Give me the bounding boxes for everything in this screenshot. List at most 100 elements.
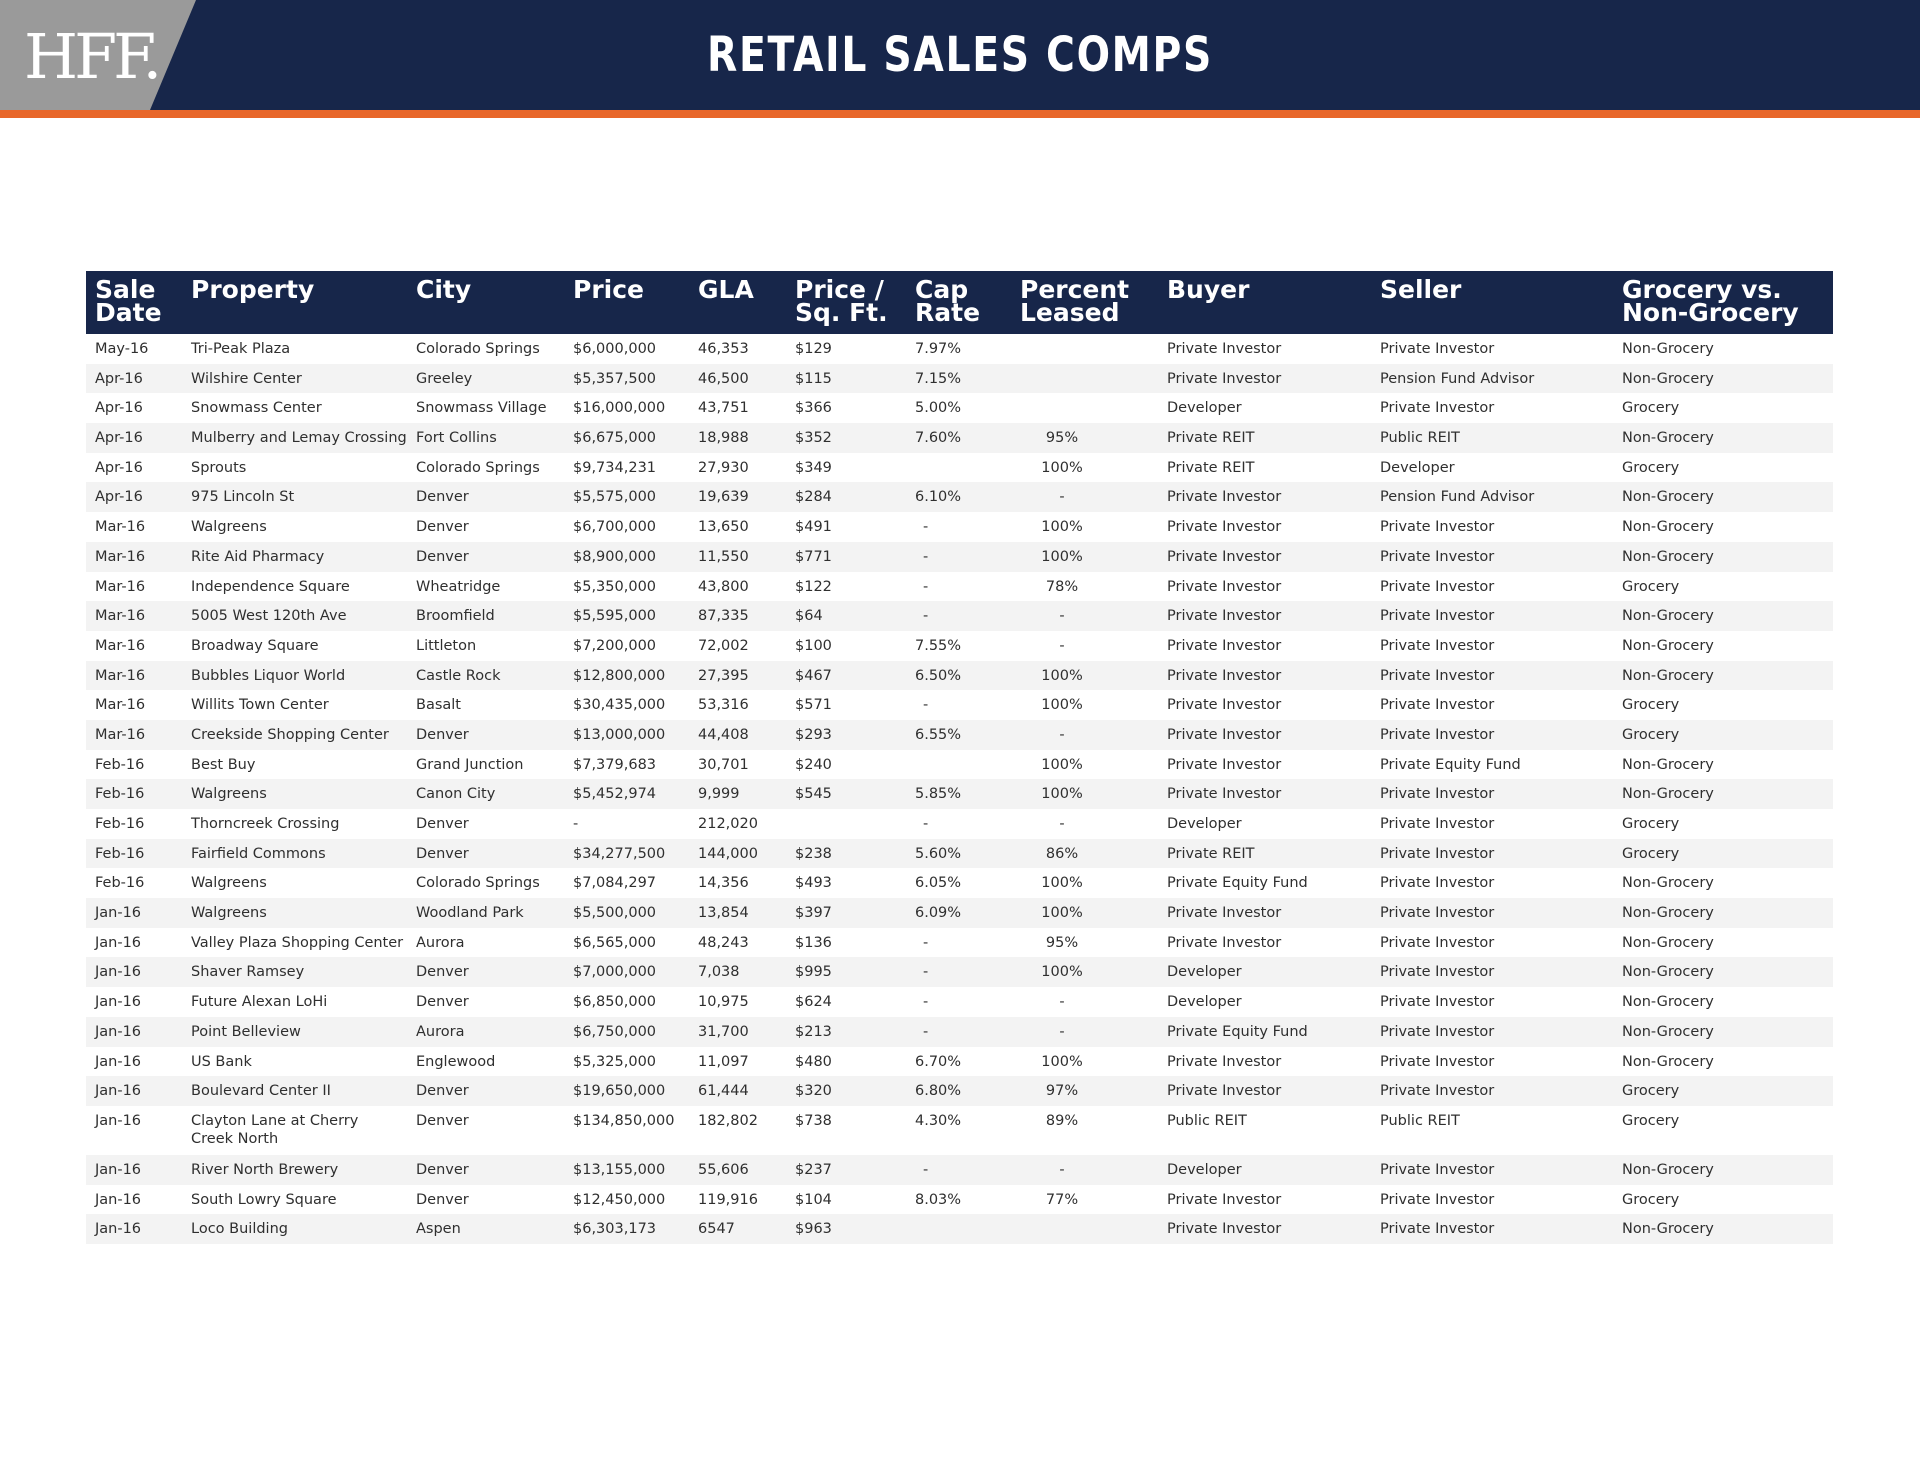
cell-price: $5,575,000 (573, 489, 657, 506)
header-buyer: Buyer (1167, 275, 1250, 304)
cell-percent-leased: - (1059, 489, 1065, 506)
cell-percent-leased: 100% (1041, 548, 1083, 565)
cell-grocery-type: Non-Grocery (1622, 905, 1714, 922)
cell-cap-rate: 5.60% (915, 845, 962, 862)
cell-sale-date: May-16 (95, 341, 149, 357)
cell-percent-leased: 100% (1041, 1053, 1083, 1070)
cell-price: $7,000,000 (573, 964, 657, 981)
cell-buyer: Private Investor (1167, 1191, 1282, 1208)
cell-seller: Private Investor (1380, 578, 1495, 595)
table-row: Jan-16 River North Brewery Denver $13,155,0… (86, 1154, 1833, 1185)
table-row: Feb-16 Fairfield Commons Denver $34,277,500… (86, 838, 1833, 869)
cell-grocery-type: Non-Grocery (1622, 1161, 1714, 1178)
cell-price-per-sqft: $491 (795, 519, 832, 536)
cell-cap-rate: - (923, 934, 929, 951)
cell-seller: Private Investor (1380, 667, 1495, 684)
cell-property: Rite Aid Pharmacy (191, 548, 325, 565)
cell-city: Littleton (416, 637, 477, 654)
table-row: Mar-16 Creekside Shopping Center Denver $13… (86, 719, 1833, 750)
cell-gla: 182,802 (698, 1112, 758, 1129)
cell-percent-leased: 97% (1045, 1083, 1079, 1100)
cell-buyer: Private Investor (1167, 578, 1282, 595)
cell-grocery-type: Non-Grocery (1622, 1221, 1714, 1238)
cell-property: River North Brewery (191, 1161, 339, 1178)
cell-price: $5,595,000 (573, 608, 657, 625)
cell-price: $19,650,000 (573, 1083, 666, 1100)
cell-price-per-sqft: $64 (795, 608, 823, 625)
cell-price: $5,452,974 (573, 786, 657, 803)
cell-price-per-sqft: $293 (795, 726, 832, 743)
table-row: Jan-16 Loco Building Aspen $6,303,173 6547 $9… (86, 1214, 1833, 1244)
cell-seller: Private Investor (1380, 1161, 1495, 1178)
cell-price: $13,155,000 (573, 1161, 666, 1178)
cell-seller: Private Investor (1380, 697, 1495, 714)
cell-price: $6,000,000 (573, 341, 657, 357)
table-row: Jan-16 Valley Plaza Shopping Center Aurora… (86, 927, 1833, 958)
cell-gla: 31,700 (698, 1023, 749, 1040)
cell-cap-rate: 6.10% (915, 489, 962, 506)
cell-city: Denver (416, 548, 469, 565)
cell-buyer: Private Equity Fund (1167, 875, 1308, 892)
cell-gla: 144,000 (698, 845, 758, 862)
cell-price-per-sqft: $545 (795, 786, 832, 803)
table-row: Jan-16 Point Belleview Aurora $6,750,000 31,… (86, 1016, 1833, 1047)
cell-seller: Private Investor (1380, 905, 1495, 922)
cell-seller: Private Equity Fund (1380, 756, 1521, 773)
cell-seller: Private Investor (1380, 400, 1495, 417)
cell-buyer: Private Investor (1167, 934, 1282, 951)
cell-gla: 48,243 (698, 934, 749, 951)
cell-percent-leased: 78% (1045, 578, 1079, 595)
table-row: Mar-16 Rite Aid Pharmacy Denver $8,900,000 1… (86, 541, 1833, 572)
cell-price: $30,435,000 (573, 697, 666, 714)
cell-percent-leased: - (1059, 1161, 1065, 1178)
cell-price: $7,200,000 (573, 637, 657, 654)
cell-sale-date: Feb-16 (95, 816, 145, 832)
cell-city: Denver (416, 845, 469, 862)
cell-price-per-sqft: $349 (795, 459, 832, 476)
cell-city: Broomfield (416, 608, 495, 625)
cell-price-per-sqft: $100 (795, 637, 832, 654)
cell-sale-date: Apr-16 (95, 459, 143, 476)
cell-price-per-sqft: $129 (795, 341, 832, 357)
cell-cap-rate: 6.50% (915, 667, 962, 684)
cell-percent-leased: 100% (1041, 697, 1083, 714)
cell-sale-date: Mar-16 (95, 637, 146, 654)
table-body: May-16 Tri-Peak Plaza Colorado Springs $6,0… (86, 334, 1833, 1244)
cell-grocery-type: Grocery (1622, 1083, 1680, 1100)
cell-seller: Private Investor (1380, 1023, 1495, 1040)
cell-buyer: Private Investor (1167, 756, 1282, 773)
cell-gla: 27,930 (698, 459, 749, 476)
cell-gla: 119,916 (698, 1191, 758, 1208)
table-row: Jan-16 South Lowry Square Denver $12,450,00… (86, 1184, 1833, 1215)
table-row: Apr-16 Wilshire Center Greeley $5,357,500 46… (86, 363, 1833, 394)
cell-percent-leased: 100% (1041, 905, 1083, 922)
cell-sale-date: Jan-16 (95, 1053, 142, 1070)
cell-buyer: Private Investor (1167, 548, 1282, 565)
cell-city: Denver (416, 519, 469, 536)
cell-price-per-sqft: $366 (795, 400, 832, 417)
header-seller: Seller (1380, 275, 1462, 304)
cell-grocery-type: Grocery (1622, 845, 1680, 862)
table-row: Feb-16 Thorncreek Crossing Denver - 212,020 -… (86, 809, 1833, 839)
cell-property: Walgreens (191, 519, 267, 536)
cell-city: Denver (416, 726, 469, 743)
table-row: Mar-16 5005 West 120th Ave Broomfield $5,59… (86, 601, 1833, 631)
cell-cap-rate: 5.00% (915, 400, 962, 417)
cell-cap-rate: - (923, 1023, 929, 1040)
cell-grocery-type: Non-Grocery (1622, 341, 1714, 357)
header-percent-leased: Percent Leased (1020, 275, 1130, 327)
cell-grocery-type: Grocery (1622, 726, 1680, 743)
cell-city: Wheatridge (416, 578, 501, 595)
cell-property: Broadway Square (191, 637, 319, 654)
cell-grocery-type: Non-Grocery (1622, 1023, 1714, 1040)
cell-property: Walgreens (191, 905, 267, 922)
cell-property: Wilshire Center (191, 370, 302, 387)
cell-city: Colorado Springs (416, 341, 540, 357)
cell-percent-leased: 100% (1041, 786, 1083, 803)
cell-cap-rate: 4.30% (915, 1112, 962, 1129)
cell-sale-date: Jan-16 (95, 905, 142, 922)
cell-gla: 44,408 (698, 726, 749, 743)
cell-sale-date: Feb-16 (95, 786, 145, 803)
cell-property: Boulevard Center II (191, 1083, 331, 1100)
cell-cap-rate: - (923, 697, 929, 714)
